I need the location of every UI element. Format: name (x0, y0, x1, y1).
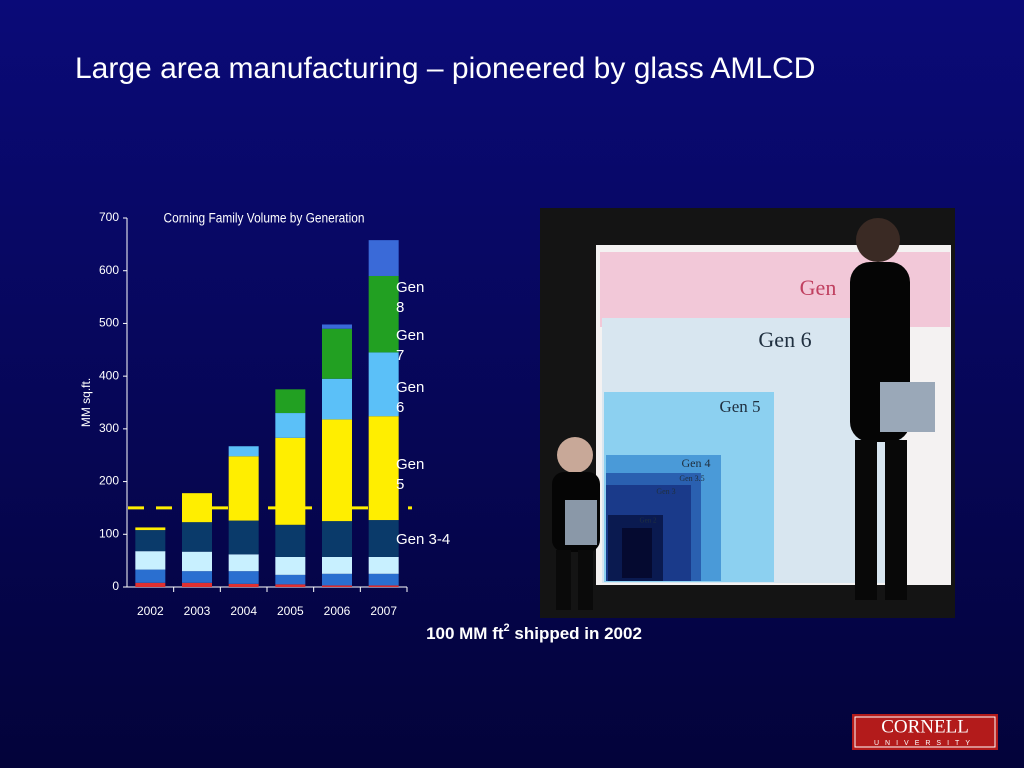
logo-name: CORNELL (881, 716, 969, 737)
series-label-line: 6 (396, 399, 404, 416)
chart-title: Corning Family Volume by Generation (164, 210, 365, 226)
photo-label: Gen 2 (640, 517, 657, 525)
bar-segment (368, 240, 399, 276)
y-tick-label: 600 (99, 263, 119, 277)
logo-border (854, 716, 996, 748)
series-label: Gen 8 (396, 279, 429, 316)
bar-segment (322, 419, 352, 522)
photo-label: Gen 5 (719, 397, 760, 416)
bar-segment (275, 413, 306, 438)
bar-segment (135, 530, 166, 552)
photo-label: Gen 6 (758, 327, 811, 352)
y-tick-label: 300 (99, 421, 119, 435)
photo-label: Gen 3 (656, 487, 675, 496)
y-tick-label: 500 (99, 316, 119, 330)
series-label-line: 8 (396, 299, 404, 316)
logo-sub: UNIVERSITY (874, 740, 976, 747)
bar-segment (182, 522, 212, 552)
x-tick-label: 2002 (137, 604, 164, 618)
bar-segment (322, 521, 352, 557)
bar-segment (228, 520, 259, 555)
photo-label: Gen 3.5 (679, 474, 704, 483)
bar-segment (275, 584, 306, 587)
annotation-rest: shipped in 2002 (510, 624, 642, 643)
photo-label: Gen (800, 275, 837, 300)
slide-title: Large area manufacturing – pioneered by … (75, 52, 815, 85)
photo-label: Gen 4 (682, 456, 711, 470)
bar-segment (275, 437, 306, 525)
bar-segment (182, 551, 212, 572)
bar-segment (368, 573, 399, 586)
series-label: Gen 6 (396, 379, 429, 416)
y-axis-label: MM sq.ft. (79, 378, 93, 427)
series-label-line: 7 (396, 347, 404, 364)
series-label: Gen 5 (396, 456, 429, 493)
bar-segment (135, 582, 166, 587)
annotation: 100 MM ft2 shipped in 2002 (426, 622, 642, 644)
bar-segment (228, 456, 259, 521)
logo-box (852, 714, 998, 750)
y-tick-label: 0 (112, 579, 119, 593)
y-tick-label: 400 (99, 368, 119, 382)
bar-segment (322, 328, 352, 379)
bar-segment (322, 324, 352, 329)
bar-segment (228, 554, 259, 572)
bar-segment (275, 574, 306, 585)
bar-segment (322, 378, 352, 420)
x-tick-label: 2003 (184, 604, 211, 618)
x-tick-label: 2007 (370, 604, 397, 618)
y-tick-label: 100 (99, 526, 119, 540)
bar-segment (182, 571, 212, 583)
bar-segment (322, 556, 352, 574)
series-label-line: Gen (396, 327, 429, 344)
bar-segment (275, 389, 306, 414)
y-tick-label: 200 (99, 474, 119, 488)
y-tick-label: 700 (99, 210, 119, 224)
bar-segment (368, 352, 399, 417)
annotation-sup: 2 (504, 622, 510, 634)
series-label: Gen 7 (396, 327, 429, 364)
bar-segment (182, 582, 212, 587)
bar-segment (135, 551, 166, 570)
bar-segment (135, 527, 166, 531)
bar-segment (228, 446, 259, 457)
bar-segment (135, 569, 166, 583)
bar-segment (322, 585, 352, 587)
photo (540, 208, 955, 618)
annotation-text: 100 MM ft (426, 624, 504, 643)
series-label: Gen 3-4 (396, 531, 450, 548)
logo: CORNELL UNIVERSITY (852, 714, 998, 750)
bar-segment (275, 556, 306, 575)
series-label-line: Gen (396, 379, 429, 396)
series-label-line: 5 (396, 476, 404, 493)
x-tick-label: 2006 (324, 604, 351, 618)
bar-segment (228, 571, 259, 584)
series-label-line: Gen (396, 456, 429, 473)
bar-segment (228, 583, 259, 587)
bar-segment (368, 416, 399, 521)
x-tick-label: 2005 (277, 604, 304, 618)
bar-segment (322, 573, 352, 586)
x-tick-label: 2004 (230, 604, 257, 618)
bar-segment (368, 275, 399, 353)
bar-segment (368, 520, 399, 557)
bar-segment (368, 585, 399, 587)
bar-segment (275, 524, 306, 557)
series-label-line: Gen (396, 279, 429, 296)
bar-segment (368, 556, 399, 574)
